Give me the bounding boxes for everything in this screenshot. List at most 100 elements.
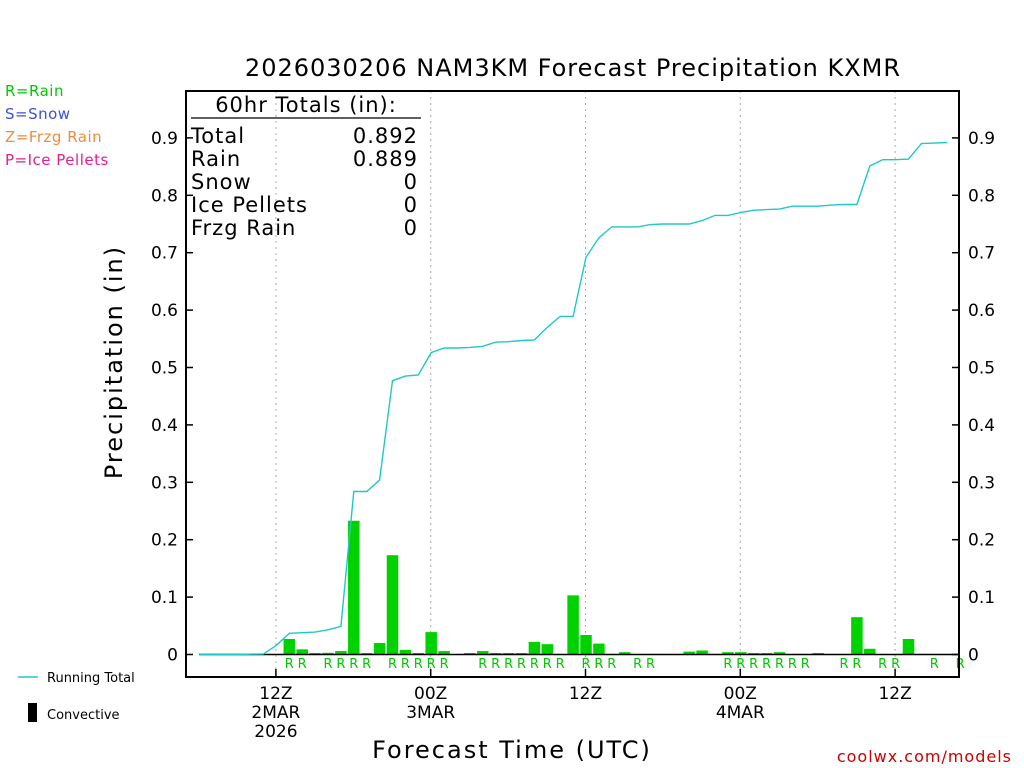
y-tick-label-right: 0.3 [968, 473, 995, 493]
x-tick-label: 12Z [569, 684, 602, 704]
y-tick-label-right: 0.4 [968, 416, 995, 436]
precip-bar [593, 643, 605, 655]
y-tick-label-right: 0.2 [968, 531, 995, 551]
ptype-marker: R [736, 657, 745, 672]
precip-bar [296, 649, 308, 655]
ptype-marker: R [646, 657, 655, 672]
y-tick-label-right: 0.9 [968, 129, 995, 149]
y-tick-label-left: 0.2 [151, 531, 178, 551]
precip-bar [618, 652, 631, 655]
precip-bar [373, 643, 386, 655]
running-total-line [199, 141, 948, 656]
ptype-marker: R [788, 657, 797, 672]
credit-text: coolwx.com/models [837, 747, 1012, 766]
precip-bar [335, 651, 347, 655]
precip-bar [851, 617, 863, 655]
ptype-marker: R [775, 657, 784, 672]
y-tick-label-left: 0.3 [151, 473, 178, 493]
totals-row-label: Rain [191, 147, 241, 171]
y-axis-right: 0 0.1 0.2 0.3 0.4 0.5 0.6 0.7 0.8 0.9 [952, 129, 995, 666]
totals-header: 60hr Totals (in): [215, 93, 397, 117]
ptype-marker: R [956, 657, 965, 672]
x-tick-label: 00Z [724, 684, 757, 704]
y-tick-label-left: 0.8 [151, 186, 178, 206]
ptype-marker: R [801, 657, 810, 672]
ptype-marker: R [401, 657, 410, 672]
totals-row-label: Snow [191, 170, 252, 194]
ptype-marker: R [427, 657, 436, 672]
plot-frame [185, 90, 960, 678]
y-tick-label-left: 0.6 [151, 301, 178, 321]
ptype-marker: R [530, 657, 539, 672]
precip-bar [722, 652, 734, 655]
running-total-legend: Running Total [18, 671, 135, 686]
ptype-marker: R [414, 657, 423, 672]
precip-bar [322, 652, 334, 655]
totals-box: 60hr Totals (in): Total 0.892 Rain 0.889 Sno… [190, 93, 421, 240]
precip-bar [477, 651, 489, 655]
chart-title: 2026030206 NAM3KM Forecast Precipitation… [245, 54, 901, 82]
totals-row-value: 0.892 [353, 124, 418, 148]
x-tick-label: 12Z [259, 684, 292, 704]
precip-bar [348, 520, 360, 655]
ptype-marker: R [362, 657, 371, 672]
totals-rows: Total 0.892 Rain 0.889 Snow 0 Ice Pellets 0 Frzg… [190, 124, 418, 240]
ptype-marker: R [749, 657, 758, 672]
totals-row-label: Ice Pellets [191, 193, 308, 217]
y-tick-label-left: 0.7 [151, 244, 178, 264]
type-legend-entry: R=Rain [5, 82, 64, 100]
x-tick-label: 4MAR [716, 703, 765, 723]
ptype-marker: R [491, 657, 500, 672]
ptype-marker: R [298, 657, 307, 672]
ptype-marker: R [517, 657, 526, 672]
x-tick-label: 12Z [878, 684, 911, 704]
ptype-marker: R [543, 657, 552, 672]
ptype-marker: R [323, 657, 332, 672]
y-tick-label-right: 0 [968, 646, 979, 666]
precip-type-legend: R=Rain S=Snow Z=Frzg Rain P=Ice Pellets [5, 82, 109, 169]
ptype-marker: R [556, 657, 565, 672]
precip-bar [696, 650, 708, 655]
ptype-marker: R [723, 657, 732, 672]
convective-legend: Convective [28, 703, 120, 723]
totals-row-label: Total [190, 124, 245, 148]
ptype-marker: R [839, 657, 848, 672]
y-tick-label-right: 0.8 [968, 186, 995, 206]
ptype-marker: R [581, 657, 590, 672]
type-legend-entry: S=Snow [5, 105, 71, 123]
ptype-marker: R [594, 657, 603, 672]
precip-bar [528, 641, 541, 655]
gridlines [275, 91, 896, 677]
ptype-marker: R [478, 657, 487, 672]
ptype-marker: R [607, 657, 616, 672]
y-tick-label-right: 0.6 [968, 301, 995, 321]
precip-bar [438, 651, 450, 655]
y-tick-label-right: 0.5 [968, 359, 995, 379]
x-tick-label: 2MAR [251, 703, 300, 723]
y-tick-label-left: 0.1 [151, 588, 178, 608]
ptype-marker: R [878, 657, 887, 672]
ptype-marker: R [285, 657, 294, 672]
ptype-marker: R [388, 657, 397, 672]
totals-row-value: 0 [404, 193, 418, 217]
totals-row-value: 0 [404, 170, 418, 194]
y-tick-label-left: 0.4 [151, 416, 178, 436]
precip-bar [735, 652, 747, 655]
ptype-marker: R [349, 657, 358, 672]
ptype-marker: R [633, 657, 642, 672]
type-legend-entry: P=Ice Pellets [5, 151, 109, 169]
y-tick-label-left: 0 [167, 646, 178, 666]
precip-bar [425, 632, 437, 655]
running-total-legend-label: Running Total [47, 671, 135, 686]
type-legend-entry: Z=Frzg Rain [5, 128, 102, 146]
ptype-marker: R [440, 657, 449, 672]
y-axis-title: Precipitation (in) [100, 245, 128, 479]
precip-bar [567, 595, 579, 655]
totals-row-value: 0.889 [353, 147, 418, 171]
convective-legend-label: Convective [47, 708, 120, 723]
y-tick-label-left: 0.5 [151, 359, 178, 379]
convective-legend-swatch [28, 703, 37, 722]
